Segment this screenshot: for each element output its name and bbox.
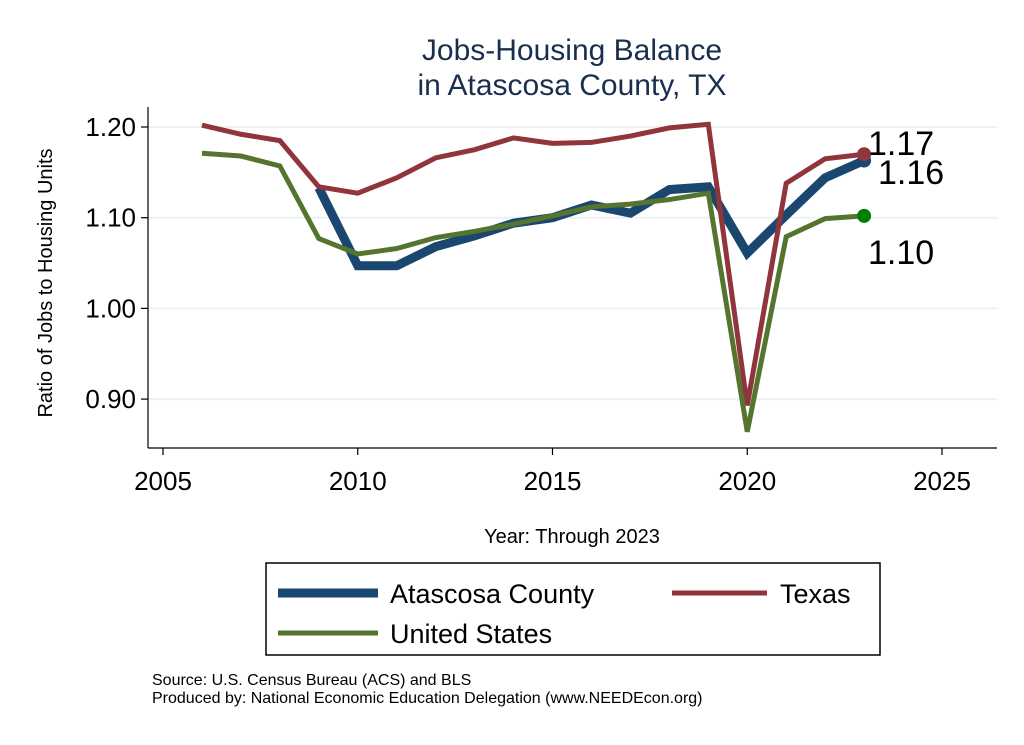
x-tick-label: 2010 [329,466,387,496]
x-tick-label: 2005 [134,466,192,496]
end-value-label: 1.16 [878,154,944,192]
y-tick-label: 1.00 [85,293,136,323]
legend: Atascosa County Texas United States [265,562,881,656]
y-tick-label: 1.10 [85,203,136,233]
end-point-marker [857,147,872,162]
legend-label-atascosa: Atascosa County [390,579,595,609]
legend-label-texas: Texas [780,579,851,609]
producer-note: Produced by: National Economic Education… [152,690,703,707]
end-point-marker [857,208,872,223]
y-tick-label: 1.20 [85,112,136,142]
source-note: Source: U.S. Census Bureau (ACS) and BLS [152,672,472,689]
series-line-texas [201,121,865,406]
x-tick-label: 2025 [913,466,971,496]
x-tick-label: 2015 [524,466,582,496]
x-axis-label: Year: Through 2023 [484,526,660,548]
y-axis-label: Ratio of Jobs to Housing Units [35,148,57,417]
series-line-united-states [201,150,865,433]
end-value-label: 1.10 [868,234,934,272]
end-value-label: 1.17 [868,125,934,163]
chart-title-line-1: Jobs-Housing Balance [422,34,722,67]
x-tick-label: 2020 [718,466,776,496]
chart-title-line-2: in Atascosa County, TX [417,69,726,102]
legend-label-us: United States [390,619,552,649]
y-tick-label: 0.90 [85,384,136,414]
